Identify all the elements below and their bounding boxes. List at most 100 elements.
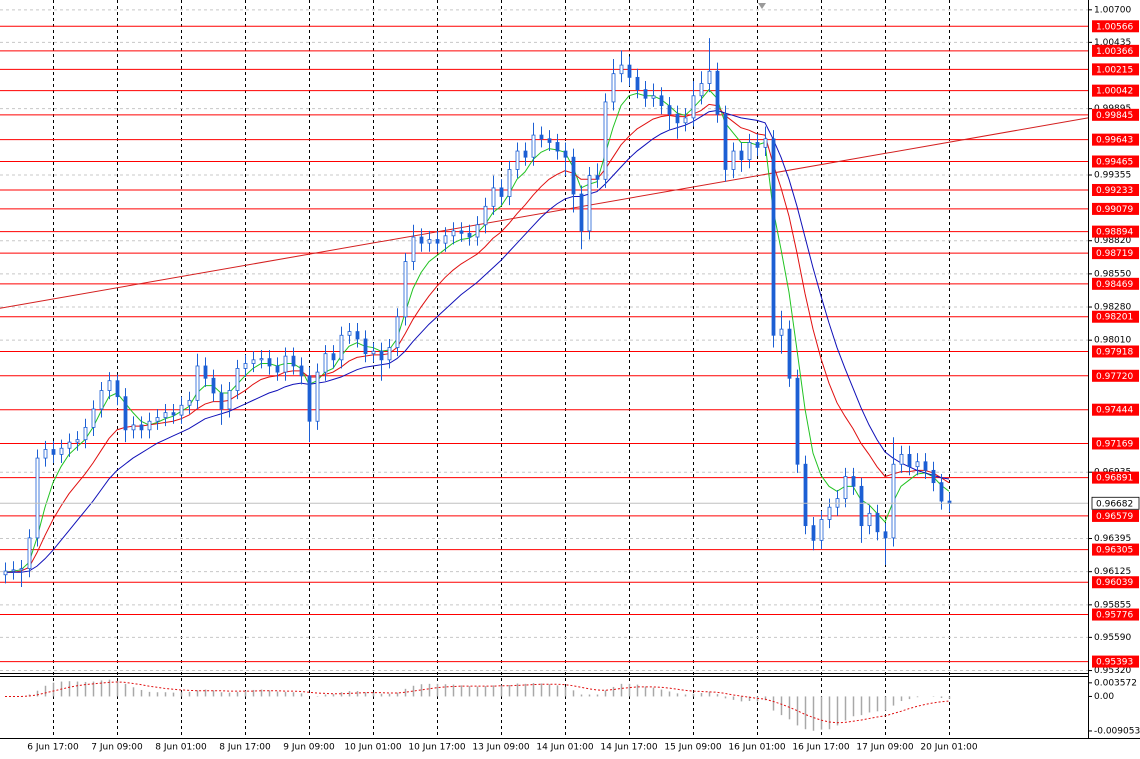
candle-body (467, 232, 472, 238)
candle-body (643, 89, 648, 99)
candle-body (619, 64, 624, 75)
candle-body (563, 150, 568, 158)
level-label-bg (1092, 20, 1139, 33)
candle-body (419, 236, 424, 244)
level-label: 0.97169 (1096, 439, 1133, 449)
candle-body (275, 365, 280, 373)
level-label: 1.00215 (1096, 65, 1133, 75)
candle-body (499, 187, 504, 197)
candle-body (323, 353, 328, 373)
level-label-bg (1092, 345, 1139, 358)
candle-body (347, 331, 352, 336)
candle-body (355, 331, 360, 340)
y-tick-label: 0.96395 (1094, 534, 1131, 544)
shift-marker (758, 3, 766, 9)
candle-body (299, 365, 304, 377)
level-label: 0.96579 (1096, 512, 1133, 522)
level-label-bg (1092, 44, 1139, 57)
candle-body (755, 142, 760, 148)
candle-body (579, 193, 584, 232)
level-label-bg (1092, 63, 1139, 76)
candle-body (435, 239, 440, 244)
candle-body (35, 457, 40, 539)
x-tick-label: 17 Jun 09:00 (856, 743, 913, 753)
candle-body (483, 205, 488, 226)
level-label: 0.97918 (1096, 347, 1133, 357)
candle-body (195, 365, 200, 401)
level-label: 0.99079 (1096, 205, 1133, 215)
x-tick-label: 16 Jun 01:00 (728, 743, 785, 753)
y-tick-label: 0.95590 (1094, 633, 1131, 643)
level-label-bg (1092, 369, 1139, 382)
level-label-bg (1092, 655, 1139, 668)
x-tick-label: 10 Jun 17:00 (408, 743, 465, 753)
candle-body (83, 426, 88, 441)
candle-body (451, 230, 456, 237)
candle-body (715, 70, 720, 115)
candle-body (523, 150, 528, 158)
level-label-bg (1092, 509, 1139, 522)
candle-body (507, 169, 512, 197)
candle-body (779, 328, 784, 336)
y-tick-label: 0.98550 (1094, 269, 1131, 279)
candle-body (251, 359, 256, 364)
level-label-bg (1092, 576, 1139, 589)
level-label: 0.96039 (1096, 578, 1133, 588)
candle-body (803, 463, 808, 527)
y-tick-label: 0.96125 (1094, 567, 1131, 577)
candle-body (443, 235, 448, 244)
level-label: 0.99845 (1096, 111, 1133, 121)
level-label: 0.98894 (1096, 228, 1133, 238)
level-label-bg (1092, 155, 1139, 168)
candle-body (3, 570, 8, 576)
candle-body (747, 142, 752, 161)
candle-body (203, 365, 208, 379)
candle-body (171, 412, 176, 416)
candle-body (267, 358, 272, 367)
candle-body (699, 83, 704, 97)
candle-body (651, 95, 656, 99)
x-tick-label: 15 Jun 09:00 (664, 743, 721, 753)
level-label-bg (1092, 277, 1139, 290)
y-tick-label: 0.95855 (1094, 600, 1131, 610)
candle-body (411, 236, 416, 262)
candle-body (491, 187, 496, 207)
level-label: 1.00566 (1096, 22, 1133, 32)
current-price-label: 0.96682 (1096, 499, 1133, 509)
candle-body (131, 424, 136, 431)
candle-body (539, 134, 544, 140)
candle-body (475, 224, 480, 238)
candle-body (515, 150, 520, 170)
candle-body (675, 113, 680, 124)
current-price-bg (1091, 496, 1140, 510)
candle-body (27, 537, 32, 570)
candle-body (627, 64, 632, 78)
candle-body (939, 482, 944, 502)
candle-body (787, 328, 792, 379)
candle-body (811, 525, 816, 541)
candle-body (363, 338, 368, 355)
y-tick-label: -0.009053 (1094, 726, 1140, 736)
candle-body (899, 453, 904, 465)
candle-body (91, 408, 96, 428)
x-tick-label: 10 Jun 01:00 (344, 743, 401, 753)
candle-body (339, 334, 344, 361)
level-label-bg (1092, 225, 1139, 238)
level-label: 1.00366 (1096, 47, 1133, 57)
candle-body (59, 447, 64, 455)
x-tick-label: 7 Jun 09:00 (91, 743, 143, 753)
candle-body (155, 417, 160, 422)
trend-line (0, 117, 1089, 309)
candle-body (227, 390, 232, 410)
candle-body (667, 105, 672, 115)
moving-average (5, 110, 950, 573)
candle-body (147, 420, 152, 431)
candle-body (75, 439, 80, 443)
candle-body (259, 358, 264, 361)
candle-body (243, 363, 248, 369)
level-label-bg (1092, 133, 1139, 146)
candle-body (851, 476, 856, 487)
candle-body (859, 485, 864, 527)
candle-body (771, 138, 776, 336)
candle-body (723, 113, 728, 170)
